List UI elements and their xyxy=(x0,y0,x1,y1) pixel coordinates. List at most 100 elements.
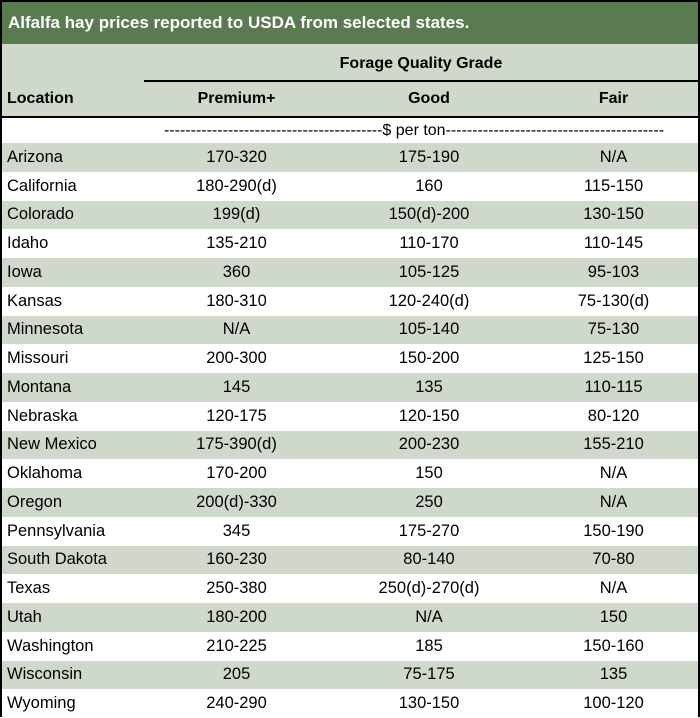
cell-fair: N/A xyxy=(599,492,628,511)
cell-good: 250(d)-270(d) xyxy=(378,579,480,598)
table-row: Wyoming 240-290 130-150 100-120 xyxy=(2,689,698,718)
units-row: ----------------------------------------… xyxy=(2,116,698,143)
cell-fair: 150 xyxy=(599,607,628,626)
cell-location: Minnesota xyxy=(7,320,84,339)
cell-premium: 200-300 xyxy=(206,349,267,368)
cell-good: 80-140 xyxy=(403,550,455,569)
cell-fair: 150-190 xyxy=(583,521,644,540)
cell-fair: N/A xyxy=(599,464,628,483)
cell-location: Wyoming xyxy=(7,694,76,713)
table-row: Oklahoma 170-200 150 N/A xyxy=(2,459,698,488)
header-fair: Fair xyxy=(598,90,629,107)
table-row: Arizona 170-320 175-190 N/A xyxy=(2,143,698,172)
cell-location: Idaho xyxy=(7,234,49,253)
cell-good: 185 xyxy=(415,636,443,655)
cell-premium: 160-230 xyxy=(206,550,267,569)
column-headers: Location Premium+ Good Fair xyxy=(2,82,698,116)
cell-good: 150(d)-200 xyxy=(388,205,470,224)
cell-good: 120-150 xyxy=(398,406,460,425)
cell-good: 105-125 xyxy=(398,262,460,281)
cell-premium: 170-200 xyxy=(206,464,267,483)
cell-good: 150-200 xyxy=(398,349,460,368)
cell-good: 110-170 xyxy=(399,234,459,253)
table-row: New Mexico 175-390(d) 200-230 155-210 xyxy=(2,430,698,460)
cell-fair: 155-210 xyxy=(583,435,644,454)
table-row: Minnesota N/A 105-140 75-130 xyxy=(2,315,698,345)
cell-good: N/A xyxy=(415,607,443,626)
cell-location: Kansas xyxy=(7,291,63,310)
cell-location: Utah xyxy=(7,607,42,626)
cell-good: 250 xyxy=(415,492,443,511)
table-row: Idaho 135-210 110-170 110-145 xyxy=(2,229,698,258)
cell-fair: 130-150 xyxy=(583,205,644,224)
table-body: Arizona 170-320 175-190 N/A California 180-29… xyxy=(2,143,698,718)
cell-location: Texas xyxy=(7,579,51,598)
cell-good: 160 xyxy=(415,176,443,195)
cell-fair: 80-120 xyxy=(587,406,640,425)
cell-good: 150 xyxy=(415,464,443,483)
table-title: Alfalfa hay prices reported to USDA from… xyxy=(2,2,698,44)
cell-location: Nebraska xyxy=(7,406,78,425)
cell-good: 200-230 xyxy=(398,435,460,454)
table-row: Kansas 180-310 120-240(d) 75-130(d) xyxy=(2,286,698,316)
cell-premium: 360 xyxy=(222,262,251,281)
table-row: Missouri 200-300 150-200 125-150 xyxy=(2,344,698,373)
cell-fair: 100-120 xyxy=(583,694,644,713)
header-premium: Premium+ xyxy=(197,90,276,107)
header-location: Location xyxy=(7,90,74,107)
cell-fair: N/A xyxy=(599,147,628,166)
cell-fair: 70-80 xyxy=(592,550,635,569)
cell-location: Arizona xyxy=(7,147,63,166)
header-group-label: Forage Quality Grade xyxy=(144,44,698,82)
cell-location: Washington xyxy=(7,636,94,655)
table-row: Nebraska 120-175 120-150 80-120 xyxy=(2,401,698,431)
table-row: Montana 145 135 110-115 xyxy=(2,373,698,402)
cell-premium: 170-320 xyxy=(206,147,267,166)
table-row: Colorado 199(d) 150(d)-200 130-150 xyxy=(2,200,698,230)
table-row: Pennsylvania 345 175-270 150-190 xyxy=(2,516,698,546)
cell-premium: 120-175 xyxy=(206,406,267,425)
cell-location: Iowa xyxy=(7,262,42,281)
cell-fair: 110-115 xyxy=(584,377,643,396)
cell-good: 120-240(d) xyxy=(388,291,470,310)
cell-premium: 210-225 xyxy=(206,636,267,655)
cell-premium: 135-210 xyxy=(206,234,267,253)
cell-premium: 180-310 xyxy=(206,291,267,310)
table-row: Utah 180-200 N/A 150 xyxy=(2,603,698,632)
cell-good: 175-270 xyxy=(398,521,460,540)
cell-location: Colorado xyxy=(7,205,74,224)
cell-fair: N/A xyxy=(599,579,628,598)
cell-premium: 145 xyxy=(222,377,251,396)
table-row: Washington 210-225 185 150-160 xyxy=(2,631,698,661)
cell-location: Montana xyxy=(7,377,72,396)
cell-fair: 75-130 xyxy=(587,320,640,339)
cell-premium: 240-290 xyxy=(206,694,267,713)
cell-premium: 180-200 xyxy=(206,607,267,626)
cell-location: Missouri xyxy=(7,349,69,368)
cell-good: 75-175 xyxy=(403,665,455,684)
cell-fair: 125-150 xyxy=(583,349,644,368)
table-row: South Dakota 160-230 80-140 70-80 xyxy=(2,545,698,575)
cell-location: South Dakota xyxy=(7,550,107,569)
cell-location: Wisconsin xyxy=(7,665,83,684)
table-header: Forage Quality Grade Location Premium+ G… xyxy=(2,44,698,116)
table-row: Wisconsin 205 75-175 135 xyxy=(2,660,698,690)
cell-good: 105-140 xyxy=(398,320,460,339)
cell-location: Pennsylvania xyxy=(7,521,106,540)
cell-fair: 95-103 xyxy=(587,262,640,281)
cell-good: 135 xyxy=(415,377,443,396)
cell-fair: 115-150 xyxy=(583,176,644,195)
cell-fair: 150-160 xyxy=(583,636,644,655)
cell-premium: 175-390(d) xyxy=(196,435,277,454)
cell-premium: 250-380 xyxy=(206,579,267,598)
cell-premium: 345 xyxy=(222,521,251,540)
units-label: ----------------------------------------… xyxy=(163,121,665,139)
cell-premium: 200(d)-330 xyxy=(196,492,277,511)
cell-premium: 180-290(d) xyxy=(196,176,277,195)
cell-premium: N/A xyxy=(222,320,251,339)
cell-location: Oklahoma xyxy=(7,464,83,483)
table-row: Texas 250-380 250(d)-270(d) N/A xyxy=(2,574,698,603)
cell-good: 130-150 xyxy=(398,694,460,713)
cell-fair: 110-145 xyxy=(583,234,644,253)
